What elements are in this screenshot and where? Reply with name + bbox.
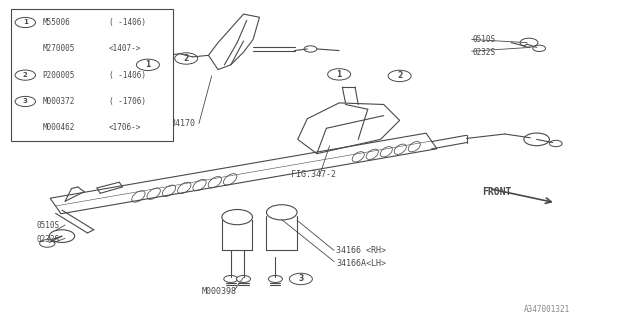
Circle shape: [237, 276, 250, 283]
Text: 0232S: 0232S: [36, 235, 60, 244]
Text: 34170: 34170: [170, 119, 195, 128]
Text: 1: 1: [145, 60, 150, 69]
Text: 1: 1: [23, 20, 28, 26]
Text: 34166A<LH>: 34166A<LH>: [336, 259, 386, 268]
Circle shape: [224, 276, 238, 283]
Text: M270005: M270005: [42, 44, 74, 53]
Text: 0510S: 0510S: [36, 220, 60, 229]
Text: M000462: M000462: [42, 123, 74, 132]
Text: ( -1406): ( -1406): [109, 71, 146, 80]
Text: 1: 1: [337, 70, 342, 79]
Text: M55006: M55006: [42, 18, 70, 27]
Text: M000372: M000372: [42, 97, 74, 106]
Text: FIG.347-2: FIG.347-2: [291, 170, 337, 179]
Text: <1407->: <1407->: [109, 44, 141, 53]
Text: 3: 3: [23, 99, 28, 104]
Text: M000398: M000398: [202, 287, 237, 296]
Text: 2: 2: [23, 72, 28, 78]
Text: ( -1406): ( -1406): [109, 18, 146, 27]
FancyBboxPatch shape: [11, 9, 173, 141]
Text: FRONT: FRONT: [483, 187, 512, 197]
Text: 2: 2: [397, 71, 403, 80]
Text: A347001321: A347001321: [524, 305, 570, 314]
Text: <1706->: <1706->: [109, 123, 141, 132]
Text: 0232S: 0232S: [473, 48, 496, 57]
Text: 3: 3: [298, 275, 303, 284]
Text: P200005: P200005: [42, 71, 74, 80]
Text: 0510S: 0510S: [473, 35, 496, 44]
Text: ( -1706): ( -1706): [109, 97, 146, 106]
Text: 2: 2: [184, 54, 189, 63]
Circle shape: [268, 276, 282, 283]
Text: 34166 <RH>: 34166 <RH>: [336, 246, 386, 255]
